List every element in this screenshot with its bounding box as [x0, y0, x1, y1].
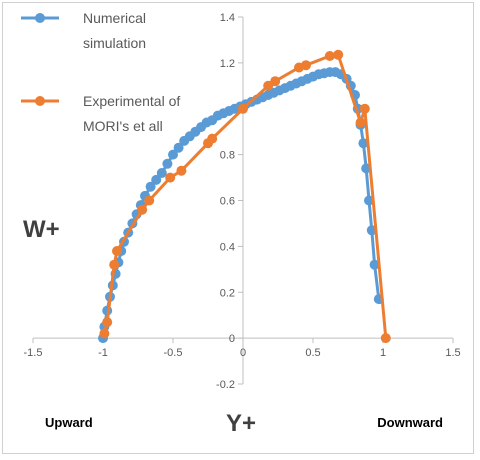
data-point-experimental [137, 204, 148, 215]
x-tick-label: -1.5 [24, 347, 43, 359]
data-point-numerical [369, 259, 380, 270]
x-tick-label: 0 [240, 347, 246, 359]
data-point-experimental [324, 51, 335, 61]
legend-label-numerical-line1: Numerical [83, 10, 146, 26]
data-point-experimental [99, 328, 110, 339]
y-tick-label: 1.2 [220, 58, 235, 70]
x-tick-label: 0.5 [305, 347, 320, 359]
y-tick-label: 0.2 [220, 287, 235, 299]
legend: Numerical simulation Experimental of MOR… [21, 10, 180, 134]
data-point-numerical [156, 168, 167, 178]
series-group [98, 49, 391, 344]
y-tick-label: 0 [229, 333, 235, 345]
legend-label-experimental-line2: MORI's et all [83, 118, 163, 134]
y-tick-label: 1.4 [220, 12, 235, 24]
data-point-experimental [238, 103, 248, 114]
x-tick-label: -0.5 [164, 347, 183, 359]
legend-marker-numerical [35, 13, 45, 23]
data-point-numerical [358, 138, 369, 149]
y-axis-title: W+ [23, 216, 60, 243]
data-point-numerical [145, 181, 156, 192]
data-point-experimental [301, 60, 311, 71]
data-point-numerical [173, 142, 184, 153]
tick-labels: -1.5-1-0.500.511.5-0.200.20.40.60.811.21… [24, 12, 461, 391]
data-point-experimental [109, 259, 120, 270]
data-point-experimental [165, 172, 176, 183]
x-axis-title: Y+ [226, 410, 256, 437]
data-point-experimental [144, 195, 155, 206]
data-point-experimental [207, 133, 218, 144]
data-point-numerical [162, 158, 173, 169]
x-tick-label: 1 [380, 347, 386, 359]
data-point-experimental [359, 103, 370, 114]
data-point-experimental [270, 76, 281, 87]
legend-label-experimental-line1: Experimental of [83, 93, 180, 109]
x-tick-label: 1.5 [445, 347, 460, 359]
data-point-experimental [176, 165, 187, 176]
data-point-experimental [380, 333, 391, 344]
annotation-downward: Downward [377, 415, 443, 430]
series-experimental [99, 49, 391, 344]
chart-plot: -1.5-1-0.500.511.5-0.200.20.40.60.811.21… [21, 10, 461, 437]
y-tick-label: 0.6 [220, 196, 235, 208]
annotation-upward: Upward [45, 415, 93, 430]
data-point-numerical [168, 149, 178, 160]
legend-label-numerical-line2: simulation [83, 35, 146, 51]
y-tick-label: 0.4 [220, 241, 235, 253]
legend-marker-experimental [35, 96, 45, 106]
data-point-numerical [151, 174, 162, 185]
y-tick-label: -0.2 [216, 379, 235, 391]
x-tick-label: -1 [98, 347, 108, 359]
data-point-experimental [112, 246, 122, 256]
data-point-experimental [102, 317, 113, 328]
data-point-experimental [333, 49, 344, 60]
y-tick-label: 0.8 [220, 150, 235, 162]
data-point-experimental [355, 117, 366, 128]
chart-frame: -1.5-1-0.500.511.5-0.200.20.40.60.811.21… [2, 2, 474, 454]
